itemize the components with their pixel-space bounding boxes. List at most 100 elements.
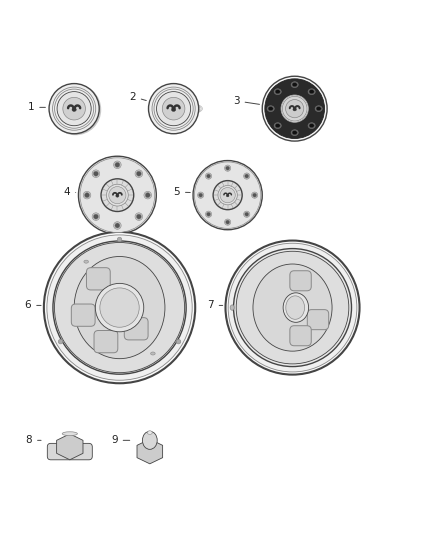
Ellipse shape <box>315 106 322 111</box>
Circle shape <box>206 174 211 178</box>
Circle shape <box>85 192 89 198</box>
Circle shape <box>80 158 155 232</box>
Circle shape <box>101 179 134 212</box>
Circle shape <box>57 92 91 126</box>
Text: 8: 8 <box>25 435 41 446</box>
Ellipse shape <box>283 293 309 322</box>
Circle shape <box>63 98 85 120</box>
Polygon shape <box>57 434 83 460</box>
Ellipse shape <box>230 305 234 310</box>
Circle shape <box>245 212 249 216</box>
Circle shape <box>236 251 349 364</box>
Circle shape <box>262 76 327 141</box>
Ellipse shape <box>308 123 315 128</box>
Ellipse shape <box>116 195 119 197</box>
Circle shape <box>193 160 262 230</box>
Circle shape <box>93 171 99 176</box>
Circle shape <box>136 214 141 219</box>
Circle shape <box>206 212 211 216</box>
Ellipse shape <box>74 107 75 108</box>
Circle shape <box>44 232 195 383</box>
Circle shape <box>148 84 199 134</box>
Circle shape <box>145 192 150 198</box>
Circle shape <box>176 340 181 344</box>
Circle shape <box>50 84 101 135</box>
Circle shape <box>136 171 141 176</box>
Ellipse shape <box>151 352 155 355</box>
Ellipse shape <box>292 83 297 87</box>
Circle shape <box>225 165 231 171</box>
Circle shape <box>93 214 99 219</box>
FancyBboxPatch shape <box>94 330 118 353</box>
Ellipse shape <box>292 131 297 135</box>
Ellipse shape <box>294 107 295 108</box>
FancyBboxPatch shape <box>86 268 110 290</box>
Circle shape <box>245 174 249 178</box>
Ellipse shape <box>226 195 229 197</box>
Circle shape <box>106 184 128 206</box>
Circle shape <box>92 170 100 177</box>
Circle shape <box>226 166 230 170</box>
Circle shape <box>225 219 231 225</box>
Ellipse shape <box>274 123 281 128</box>
Circle shape <box>220 188 235 203</box>
Ellipse shape <box>291 82 298 87</box>
Circle shape <box>251 192 258 198</box>
Ellipse shape <box>227 194 228 195</box>
Circle shape <box>283 96 307 121</box>
Circle shape <box>244 211 250 217</box>
Ellipse shape <box>291 130 298 135</box>
Ellipse shape <box>274 89 281 94</box>
Circle shape <box>198 193 203 197</box>
Text: 3: 3 <box>233 96 259 106</box>
Circle shape <box>135 213 143 221</box>
FancyBboxPatch shape <box>290 271 311 291</box>
FancyBboxPatch shape <box>71 304 95 326</box>
Circle shape <box>233 248 352 367</box>
Text: 1: 1 <box>28 102 46 112</box>
Ellipse shape <box>308 89 315 94</box>
Circle shape <box>213 181 242 209</box>
Circle shape <box>78 156 156 234</box>
Circle shape <box>194 162 261 228</box>
Circle shape <box>226 240 360 375</box>
Circle shape <box>47 235 192 380</box>
Circle shape <box>144 191 152 199</box>
Circle shape <box>253 193 257 197</box>
Circle shape <box>135 170 143 177</box>
Text: 6: 6 <box>25 301 41 310</box>
FancyBboxPatch shape <box>307 310 328 330</box>
Circle shape <box>281 95 308 122</box>
Circle shape <box>92 213 100 221</box>
Ellipse shape <box>309 124 314 128</box>
Circle shape <box>113 161 121 168</box>
Polygon shape <box>137 439 162 464</box>
Ellipse shape <box>72 108 76 111</box>
Ellipse shape <box>309 90 314 94</box>
Text: 7: 7 <box>207 301 223 310</box>
Circle shape <box>162 98 185 120</box>
FancyBboxPatch shape <box>290 326 311 346</box>
Circle shape <box>244 173 250 179</box>
Circle shape <box>115 223 120 228</box>
Circle shape <box>228 243 357 372</box>
Circle shape <box>115 162 120 167</box>
Circle shape <box>54 243 185 373</box>
FancyBboxPatch shape <box>124 318 148 340</box>
Circle shape <box>205 211 212 217</box>
Circle shape <box>100 288 139 327</box>
FancyBboxPatch shape <box>47 443 92 460</box>
Ellipse shape <box>117 194 118 195</box>
Circle shape <box>198 192 204 198</box>
Ellipse shape <box>74 256 165 359</box>
Text: 4: 4 <box>64 187 76 197</box>
Ellipse shape <box>286 296 304 319</box>
Ellipse shape <box>267 106 274 111</box>
Circle shape <box>205 173 212 179</box>
Text: 2: 2 <box>129 92 146 102</box>
Text: 9: 9 <box>111 435 130 446</box>
Ellipse shape <box>316 107 321 111</box>
Ellipse shape <box>173 107 174 108</box>
Circle shape <box>117 237 122 242</box>
Ellipse shape <box>293 108 297 111</box>
